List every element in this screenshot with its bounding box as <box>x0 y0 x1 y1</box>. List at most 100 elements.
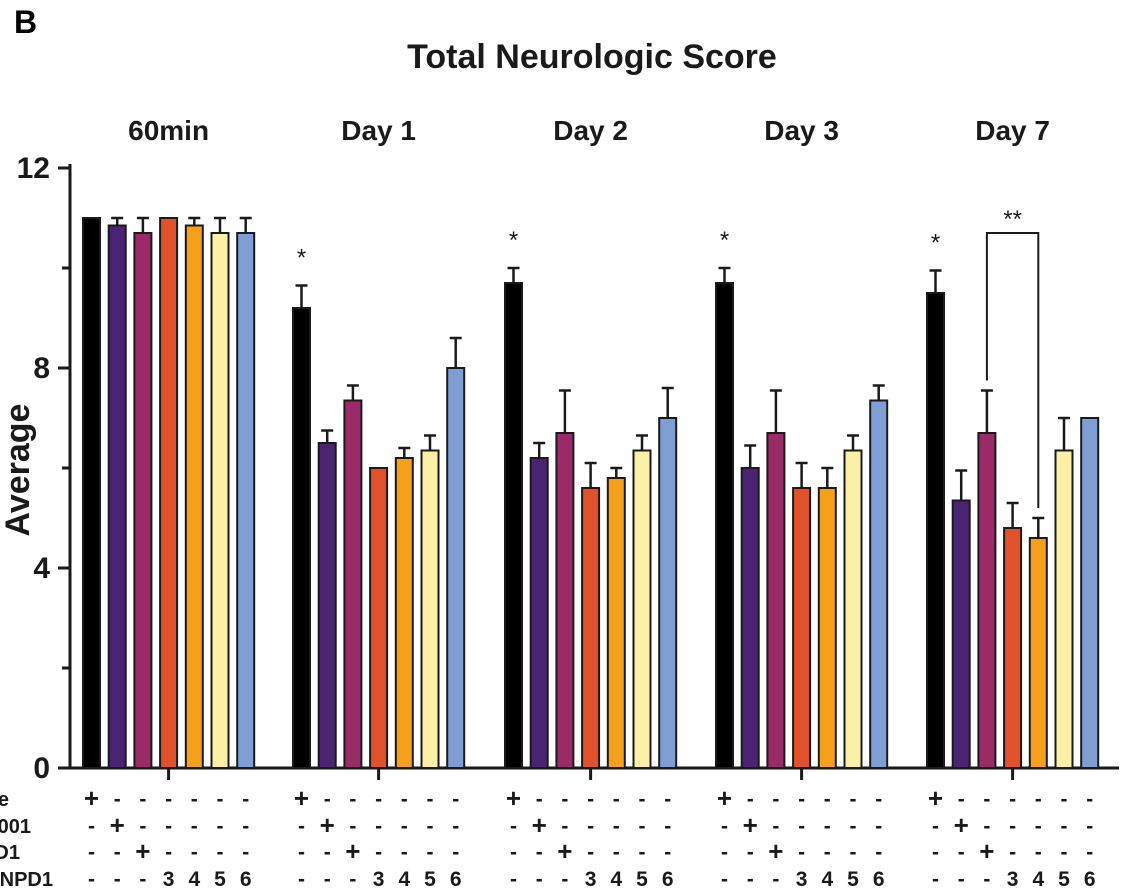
condition-mark: - <box>1035 815 1042 838</box>
bar <box>210 232 230 769</box>
condition-mark: + <box>320 810 335 840</box>
condition-mark: - <box>639 815 646 838</box>
condition-mark: - <box>139 868 146 891</box>
group-label: 60min <box>128 115 209 146</box>
significance-marker: * <box>297 245 306 272</box>
condition-mark: - <box>298 815 305 838</box>
condition-mark: - <box>114 841 121 864</box>
condition-mark: - <box>664 841 671 864</box>
condition-mark: + <box>557 836 572 866</box>
condition-mark: - <box>88 815 95 838</box>
condition-mark: - <box>664 788 671 811</box>
condition-mark: - <box>958 841 965 864</box>
condition-mark: + <box>345 836 360 866</box>
condition-mark: 4 <box>1032 868 1044 891</box>
condition-mark: - <box>114 868 121 891</box>
bar <box>1080 417 1100 769</box>
bar <box>107 224 127 769</box>
condition-mark: - <box>639 841 646 864</box>
condition-mark: - <box>242 815 249 838</box>
condition-mark: - <box>1061 815 1068 838</box>
condition-mark: - <box>1061 788 1068 811</box>
condition-mark: - <box>427 815 434 838</box>
condition-mark: - <box>324 788 331 811</box>
condition-mark: - <box>587 815 594 838</box>
significance-bracket <box>985 232 1040 508</box>
bar <box>159 217 179 769</box>
group-label: Day 7 <box>975 115 1050 146</box>
condition-mark: 5 <box>1058 868 1070 891</box>
group-label: Day 2 <box>553 115 628 146</box>
condition-mark: + <box>743 810 758 840</box>
condition-mark: - <box>1061 841 1068 864</box>
condition-mark: - <box>217 788 224 811</box>
condition-mark: + <box>928 783 943 813</box>
condition-mark: - <box>298 841 305 864</box>
condition-mark: 6 <box>240 868 252 891</box>
condition-mark: - <box>217 841 224 864</box>
condition-mark: - <box>747 841 754 864</box>
condition-mark: - <box>375 815 382 838</box>
condition-mark: 5 <box>214 868 226 891</box>
bar <box>740 467 760 769</box>
bar <box>606 477 626 769</box>
condition-mark: - <box>324 868 331 891</box>
significance-marker: * <box>931 230 940 257</box>
condition-mark: 3 <box>373 868 385 891</box>
condition-mark: - <box>375 841 382 864</box>
condition-mark: + <box>294 783 309 813</box>
condition-mark: - <box>536 788 543 811</box>
bar <box>82 217 101 769</box>
bar <box>843 449 863 769</box>
condition-mark: - <box>401 841 408 864</box>
bar <box>236 232 256 769</box>
condition-mark: - <box>772 815 779 838</box>
condition-mark: - <box>427 841 434 864</box>
condition-mark: - <box>721 841 728 864</box>
condition-mark: - <box>850 815 857 838</box>
condition-mark: - <box>561 815 568 838</box>
condition-mark: - <box>983 815 990 838</box>
bar <box>292 307 311 769</box>
condition-mark: - <box>798 841 805 864</box>
condition-mark: - <box>324 841 331 864</box>
condition-mark: - <box>958 788 965 811</box>
condition-mark: - <box>561 788 568 811</box>
condition-mark: - <box>1009 815 1016 838</box>
condition-mark: - <box>217 815 224 838</box>
bar <box>1003 527 1023 769</box>
condition-mark: 6 <box>873 868 885 891</box>
bar <box>555 432 575 769</box>
condition-row-label: 001 <box>0 816 31 838</box>
condition-mark: 5 <box>636 868 648 891</box>
bar <box>1054 449 1074 769</box>
condition-mark: - <box>613 788 620 811</box>
condition-row-label: SNPD1 <box>0 869 53 891</box>
condition-mark: 4 <box>610 868 622 891</box>
condition-mark: - <box>165 841 172 864</box>
condition-mark: - <box>139 815 146 838</box>
group-label: Day 1 <box>341 115 416 146</box>
bar <box>133 232 153 769</box>
condition-mark: - <box>191 788 198 811</box>
condition-mark: 3 <box>796 868 808 891</box>
condition-mark: - <box>1086 788 1093 811</box>
condition-mark: - <box>242 788 249 811</box>
condition-mark: - <box>510 815 517 838</box>
bar <box>658 417 678 769</box>
condition-mark: - <box>1035 841 1042 864</box>
condition-mark: - <box>798 815 805 838</box>
condition-mark: - <box>452 788 459 811</box>
condition-mark: - <box>536 868 543 891</box>
condition-mark: - <box>824 788 831 811</box>
condition-mark: - <box>375 788 382 811</box>
condition-mark: 4 <box>398 868 410 891</box>
condition-mark: + <box>84 783 99 813</box>
condition-mark: - <box>165 788 172 811</box>
condition-mark: + <box>532 810 547 840</box>
condition-mark: 5 <box>424 868 436 891</box>
bar <box>343 399 363 769</box>
condition-mark: - <box>242 841 249 864</box>
condition-mark: - <box>958 868 965 891</box>
